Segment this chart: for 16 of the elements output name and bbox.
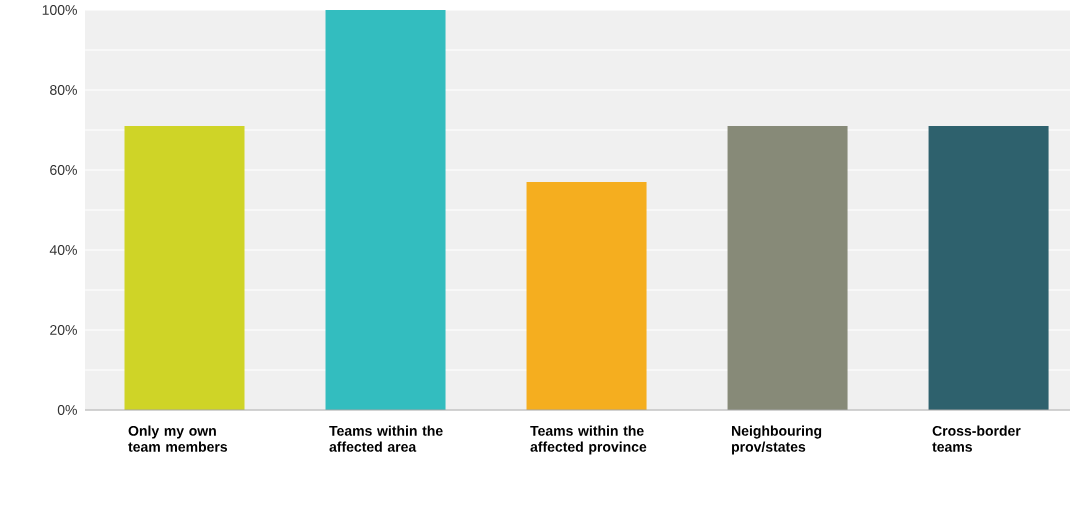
y-tick-label: 100% [42, 5, 77, 15]
y-tick-label: 20% [50, 325, 77, 335]
bar [325, 9, 446, 410]
y-tick-label: 0% [57, 405, 77, 415]
bar [526, 181, 647, 410]
bar [727, 125, 848, 410]
x-tick-label: Teams within the affected area [329, 425, 443, 452]
bar [124, 125, 245, 410]
y-tick-label: 60% [50, 165, 77, 175]
y-tick-label: 80% [50, 85, 77, 95]
x-tick-label: Only my own team members [128, 425, 228, 452]
y-tick-label: 40% [49, 245, 77, 255]
x-tick-label: Cross-border teams [932, 425, 1021, 452]
x-tick-label: Teams within the affected province [530, 425, 647, 455]
x-tick-label: Neighbouring prov/states [732, 425, 822, 455]
bar [928, 125, 1049, 410]
